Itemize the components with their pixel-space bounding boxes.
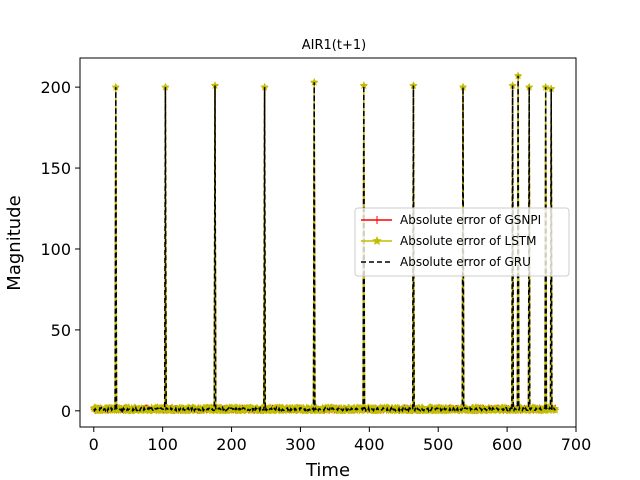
- plot-frame: [79, 57, 577, 428]
- x-axis-label: Time: [305, 460, 350, 480]
- legend-marker-lstm: [372, 235, 382, 246]
- y-tick-label: 150: [40, 159, 71, 178]
- x-tick-label: 200: [216, 435, 247, 454]
- y-axis-label: Magnitude: [4, 195, 25, 290]
- y-tick-label: 0: [61, 402, 71, 421]
- legend-box: [354, 207, 570, 277]
- x-tick-label: 700: [561, 435, 592, 454]
- y-tick-label: 200: [40, 78, 71, 97]
- y-tick-label: 50: [51, 321, 71, 340]
- legend-label-gru: Absolute error of GRU: [400, 255, 531, 269]
- series-line-gru: [93, 75, 556, 414]
- x-tick-label: 100: [147, 435, 178, 454]
- x-tick-label: 300: [285, 435, 316, 454]
- chart-title: AIR1(t+1): [302, 38, 366, 53]
- legend-label-lstm: Absolute error of LSTM: [400, 234, 537, 248]
- x-tick-label: 400: [354, 435, 385, 454]
- legend-marker-gsnpi: [373, 216, 381, 224]
- legend-label-gsnpi: Absolute error of GSNPI: [400, 213, 541, 227]
- series-markers-lstm: [89, 71, 560, 415]
- x-tick-label: 600: [492, 435, 523, 454]
- y-tick-label: 100: [40, 240, 71, 259]
- x-tick-label: 0: [89, 435, 99, 454]
- legend: Absolute error of GSNPI Absolute error o…: [354, 207, 570, 277]
- x-tick-label: 500: [423, 435, 454, 454]
